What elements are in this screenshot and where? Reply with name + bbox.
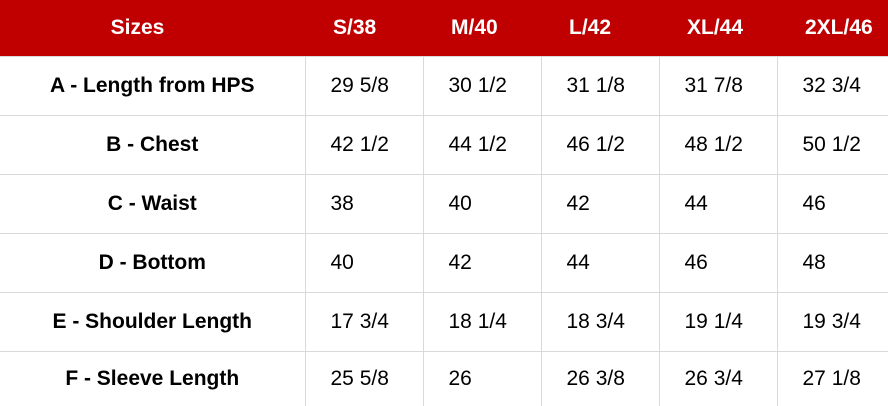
measurement-label: B - Chest — [0, 115, 306, 175]
table-body: A - Length from HPS 29 5/8 30 1/2 31 1/8 31 … — [0, 56, 888, 406]
measurement-value: 26 3/4 — [658, 351, 778, 406]
size-header: S/38 — [305, 0, 423, 57]
measurement-value: 46 — [776, 174, 888, 234]
measurement-value: 48 1/2 — [658, 115, 778, 175]
table-row: A - Length from HPS 29 5/8 30 1/2 31 1/8 31 … — [0, 56, 888, 116]
measurement-value: 27 1/8 — [776, 351, 888, 406]
measurement-value: 26 — [422, 351, 542, 406]
measurement-value: 18 3/4 — [540, 292, 660, 352]
measurement-value: 42 — [422, 233, 542, 293]
measurement-value: 19 3/4 — [776, 292, 888, 352]
measurement-label: C - Waist — [0, 174, 306, 234]
measurement-value: 46 — [658, 233, 778, 293]
measurement-label: D - Bottom — [0, 233, 306, 293]
table-row: C - Waist 38 40 42 44 46 — [0, 174, 888, 234]
measurement-value: 44 1/2 — [422, 115, 542, 175]
measurement-value: 29 5/8 — [304, 56, 424, 116]
measurement-value: 31 7/8 — [658, 56, 778, 116]
measurement-label: F - Sleeve Length — [0, 351, 306, 406]
measurement-value: 19 1/4 — [658, 292, 778, 352]
measurement-value: 44 — [658, 174, 778, 234]
measurement-value: 42 — [540, 174, 660, 234]
measurement-value: 18 1/4 — [422, 292, 542, 352]
measurement-value: 46 1/2 — [540, 115, 660, 175]
measurement-value: 44 — [540, 233, 660, 293]
measurement-value: 26 3/8 — [540, 351, 660, 406]
measurement-value: 40 — [422, 174, 542, 234]
table-row: B - Chest 42 1/2 44 1/2 46 1/2 48 1/2 50 1/2 — [0, 115, 888, 175]
measurement-value: 42 1/2 — [304, 115, 424, 175]
measurement-value: 32 3/4 — [776, 56, 888, 116]
table-row: E - Shoulder Length 17 3/4 18 1/4 18 3/4 19 … — [0, 292, 888, 352]
measurement-value: 30 1/2 — [422, 56, 542, 116]
measurement-value: 48 — [776, 233, 888, 293]
size-header: L/42 — [541, 0, 659, 57]
header-label: Sizes — [0, 0, 305, 57]
measurement-value: 40 — [304, 233, 424, 293]
size-header: M/40 — [423, 0, 541, 57]
measurement-label: E - Shoulder Length — [0, 292, 306, 352]
header-row: Sizes S/38 M/40 L/42 XL/44 2XL/46 — [0, 0, 888, 57]
table-row: F - Sleeve Length 25 5/8 26 26 3/8 26 3/4 27 … — [0, 351, 888, 406]
measurement-value: 31 1/8 — [540, 56, 660, 116]
size-header: XL/44 — [659, 0, 777, 57]
measurement-label: A - Length from HPS — [0, 56, 306, 116]
measurement-value: 17 3/4 — [304, 292, 424, 352]
measurement-value: 50 1/2 — [776, 115, 888, 175]
measurement-value: 25 5/8 — [304, 351, 424, 406]
table-row: D - Bottom 40 42 44 46 48 — [0, 233, 888, 293]
size-header: 2XL/46 — [777, 0, 888, 57]
measurement-value: 38 — [304, 174, 424, 234]
